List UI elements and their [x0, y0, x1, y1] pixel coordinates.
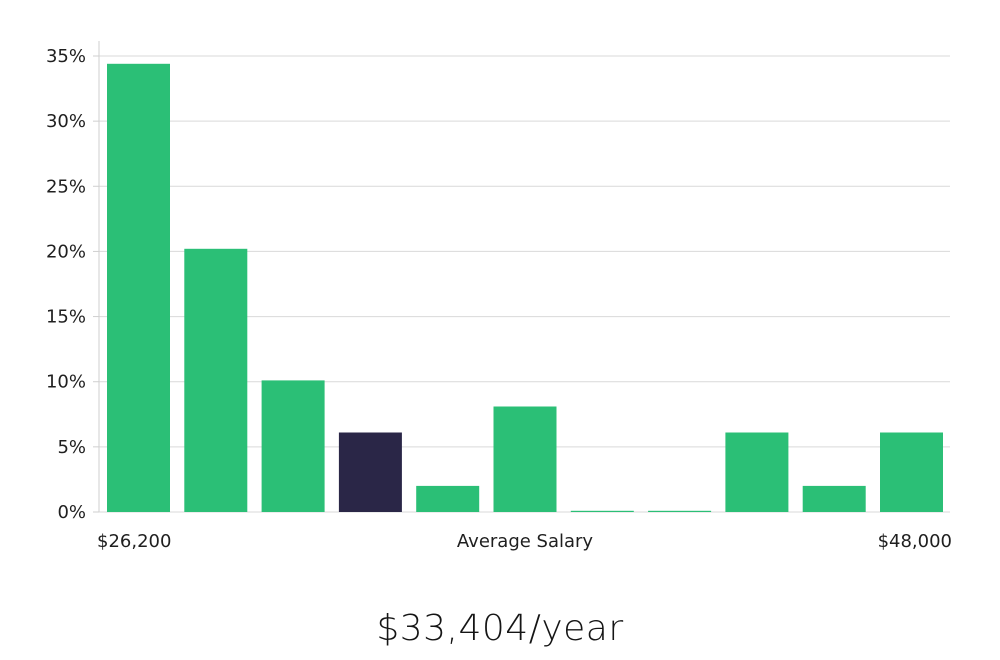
bar: [107, 63, 170, 513]
bar: [184, 248, 248, 513]
y-tick-label: 30%: [46, 111, 86, 132]
average-salary-value: $33,404/year: [376, 608, 624, 649]
bar-highlighted: [338, 432, 402, 512]
bars: [107, 63, 943, 513]
y-tick-label: 25%: [46, 176, 86, 197]
x-axis-max-label: $48,000: [878, 531, 952, 552]
bar: [261, 380, 325, 512]
bar: [416, 485, 480, 512]
bar: [493, 406, 557, 512]
bar: [880, 432, 943, 512]
bar: [648, 510, 712, 512]
y-tick-label: 35%: [46, 46, 86, 67]
y-tick-label: 10%: [46, 372, 86, 393]
y-axis-ticks: 0% 5% 10% 15% 20% 25% 30% 35%: [46, 46, 99, 523]
y-tick-label: 15%: [46, 307, 86, 328]
y-tick-label: 5%: [57, 437, 86, 458]
bar: [570, 510, 634, 512]
x-axis-min-label: $26,200: [97, 531, 171, 552]
bar: [725, 432, 789, 512]
salary-histogram: 0% 5% 10% 15% 20% 25% 30% 35% $26,200 Average S…: [46, 41, 952, 552]
y-tick-label: 20%: [46, 241, 86, 262]
x-axis-title: Average Salary: [457, 531, 594, 552]
y-tick-label: 0%: [57, 502, 86, 523]
bar: [802, 485, 866, 512]
